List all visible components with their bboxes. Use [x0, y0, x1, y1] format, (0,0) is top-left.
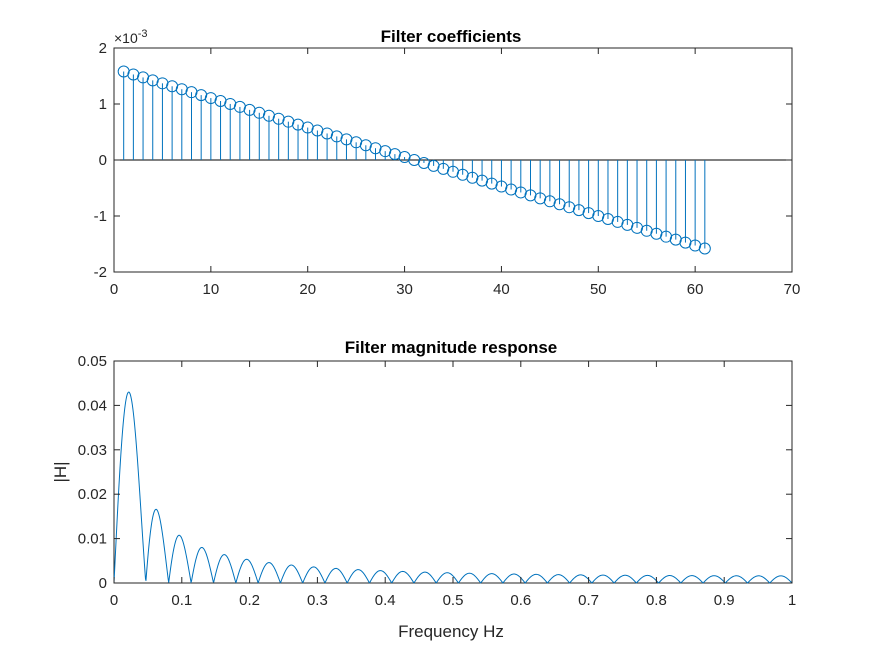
coefficients-axes: 0 10 20 30 40 50 60 70 -2 -1 0 1 2 Filter coefficie… [94, 27, 801, 298]
y-tick-label: -1 [94, 208, 107, 225]
x-tick-label: 0.1 [171, 592, 192, 609]
y-tick-label: 0 [99, 152, 107, 169]
y-tick-label: 0.03 [78, 442, 107, 459]
magnitude-y-label: |H| [51, 461, 70, 482]
magnitude-x-ticks: 0 0.1 0.2 0.3 0.4 0.5 0.6 0.7 0.8 0.9 1 [110, 361, 796, 609]
coefficients-y-ticks: -2 -1 0 1 2 [94, 40, 792, 281]
x-tick-label: 0.6 [510, 592, 531, 609]
y-tick-label: 1 [99, 96, 107, 113]
x-tick-label: 50 [590, 281, 607, 298]
magnitude-y-ticks: 0 0.01 0.02 0.03 0.04 0.05 [78, 353, 792, 592]
y-tick-label: 0.05 [78, 353, 107, 370]
magnitude-axes: 0 0.1 0.2 0.3 0.4 0.5 0.6 0.7 0.8 0.9 1 00.010.020… [51, 338, 796, 641]
magnitude-plot-box [113, 360, 793, 584]
x-tick-label: 0.5 [443, 592, 464, 609]
y-tick-label: 2 [99, 40, 107, 57]
y-tick-label: 0.04 [78, 397, 107, 414]
x-tick-label: 10 [203, 281, 220, 298]
coefficients-title: Filter coefficients [381, 27, 522, 46]
y-tick-label: 0 [99, 575, 107, 592]
coefficients-stems [114, 65, 792, 255]
y-tick-label: -2 [94, 264, 107, 281]
x-tick-label: 0.3 [307, 592, 328, 609]
x-tick-label: 0.9 [714, 592, 735, 609]
x-tick-label: 0.4 [375, 592, 396, 609]
x-tick-label: 0 [110, 281, 118, 298]
y-tick-label: 0.01 [78, 531, 107, 548]
stem-marker [698, 242, 711, 255]
magnitude-title: Filter magnitude response [345, 338, 558, 357]
magnitude-response-line [113, 391, 793, 584]
x-tick-label: 30 [396, 281, 413, 298]
coefficients-y-exponent: ×10-3 [114, 28, 148, 46]
x-tick-label: 0 [110, 592, 118, 609]
x-tick-label: 20 [299, 281, 316, 298]
x-tick-label: 0.2 [239, 592, 260, 609]
x-tick-label: 1 [788, 592, 796, 609]
x-tick-label: 40 [493, 281, 510, 298]
x-tick-label: 0.7 [578, 592, 599, 609]
x-tick-label: 0.8 [646, 592, 667, 609]
y-tick-label: 0.02 [78, 486, 107, 503]
magnitude-x-label: Frequency Hz [398, 622, 504, 641]
coefficients-x-ticks: 0 10 20 30 40 50 60 70 [110, 48, 801, 298]
x-tick-label: 70 [784, 281, 801, 298]
x-tick-label: 60 [687, 281, 704, 298]
